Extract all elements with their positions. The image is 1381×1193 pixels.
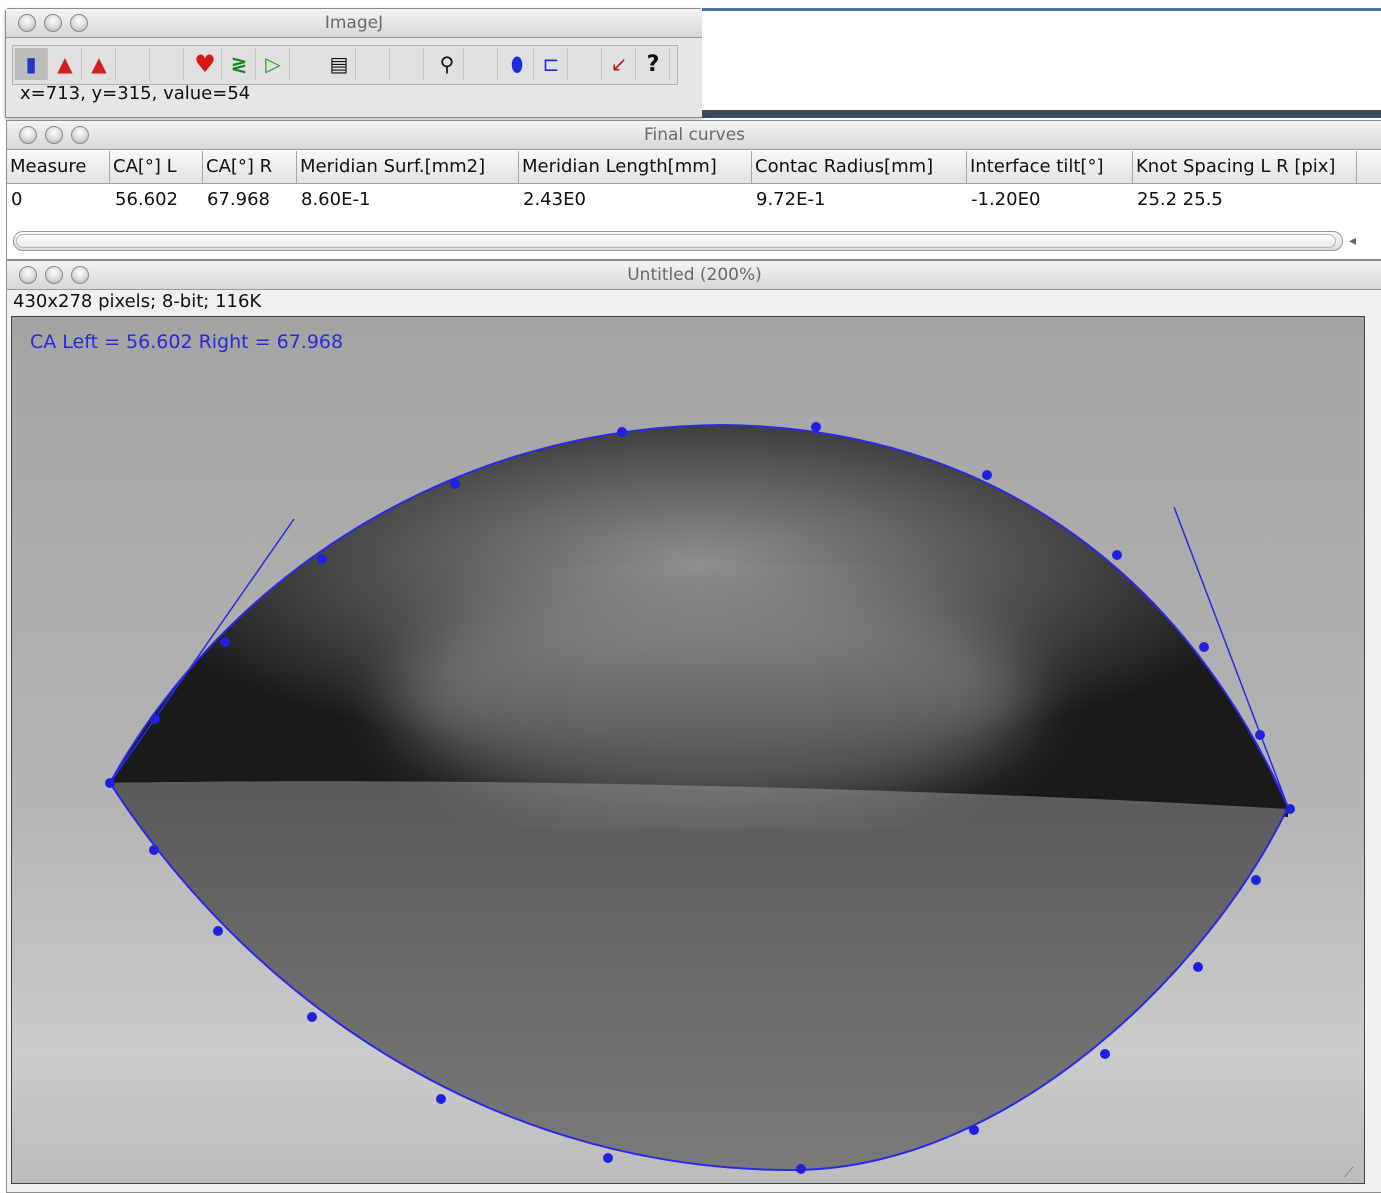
column-header[interactable]: Meridian Surf.[mm2] xyxy=(297,151,519,183)
status-line: x=713, y=315, value=54 xyxy=(20,83,251,104)
dropper-tool-icon[interactable]: ⬮ xyxy=(501,48,534,80)
table-cell: 25.2 25.5 xyxy=(1137,189,1223,210)
table-cell: 56.602 xyxy=(115,189,178,210)
minimize-button[interactable] xyxy=(45,126,63,144)
window-title: Untitled (200%) xyxy=(627,265,762,285)
close-button[interactable] xyxy=(18,14,36,32)
table-cell: 8.60E-1 xyxy=(301,189,371,210)
empty-tool-slot xyxy=(357,48,390,80)
table-cell: 2.43E0 xyxy=(523,189,586,210)
column-header[interactable]: CA[°] R xyxy=(203,151,297,183)
minimize-button[interactable] xyxy=(44,14,62,32)
play-tool-icon[interactable]: ▷ xyxy=(257,48,290,80)
imagej-window: ImageJ ▮ ▲ ▲ ♥ ≷ ▷ ▤ ⚲ ⬮ ⊏ ↙ ? x=713, y=… xyxy=(5,8,703,118)
image-window: Untitled (200%) 430x278 pixels; 8-bit; 1… xyxy=(6,260,1381,1193)
column-header[interactable]: Interface tilt[°] xyxy=(967,151,1133,183)
column-header[interactable]: Meridian Length[mm] xyxy=(519,151,752,183)
contact-angle-label: CA Left = 56.602 Right = 67.968 xyxy=(30,331,344,353)
table-row[interactable]: 0 56.602 67.968 8.60E-1 2.43E0 9.72E-1 -… xyxy=(7,185,1381,215)
close-button[interactable] xyxy=(19,266,37,284)
horizontal-scrollbar[interactable] xyxy=(13,231,1343,251)
table-cell: 0 xyxy=(11,189,23,210)
table-cell: -1.20E0 xyxy=(971,189,1041,210)
help-tool-icon[interactable]: ? xyxy=(637,48,670,80)
scroll-arrow-icon[interactable]: ◂ xyxy=(1349,233,1357,249)
desktop-background xyxy=(702,8,1381,117)
zoom-button[interactable] xyxy=(71,126,89,144)
desktop-background-strip xyxy=(702,110,1381,118)
stack-tool-icon[interactable]: ⊏ xyxy=(535,48,568,80)
column-header[interactable]: Measure xyxy=(7,151,110,183)
plugin-tool-icon[interactable]: ↙ xyxy=(603,48,636,80)
results-window: Final curves Measure CA[°] L CA[°] R Mer… xyxy=(6,120,1381,260)
imagej-titlebar[interactable]: ImageJ xyxy=(6,9,702,38)
empty-tool-slot xyxy=(569,48,602,80)
document-tool-icon[interactable]: ▤ xyxy=(323,48,356,80)
zoom-button[interactable] xyxy=(70,14,88,32)
results-titlebar[interactable]: Final curves xyxy=(7,121,1381,150)
window-title: Final curves xyxy=(643,125,746,145)
spiral-tool-icon[interactable]: ≷ xyxy=(223,48,256,80)
zoom-button[interactable] xyxy=(71,266,89,284)
rectangle-tool-icon[interactable]: ▮ xyxy=(15,48,48,80)
drop-image xyxy=(12,317,1364,1183)
resize-grip-icon[interactable]: ⟋ xyxy=(1344,1165,1354,1181)
column-header[interactable]: Contac Radius[mm] xyxy=(752,151,967,183)
close-button[interactable] xyxy=(19,126,37,144)
column-header[interactable]: Knot Spacing L R [pix] xyxy=(1133,151,1357,183)
empty-tool-slot xyxy=(391,48,424,80)
image-titlebar[interactable]: Untitled (200%) xyxy=(7,261,1381,290)
polygon-tool-icon[interactable]: ▲ xyxy=(83,48,116,80)
results-table-header: Measure CA[°] L CA[°] R Meridian Surf.[m… xyxy=(7,151,1381,184)
empty-tool-slot xyxy=(151,48,184,80)
window-title: ImageJ xyxy=(324,13,384,33)
magnifier-tool-icon[interactable]: ⚲ xyxy=(431,48,464,80)
table-cell: 9.72E-1 xyxy=(756,189,826,210)
table-cell: 67.968 xyxy=(207,189,270,210)
minimize-button[interactable] xyxy=(45,266,63,284)
image-canvas[interactable]: CA Left = 56.602 Right = 67.968 ⟋ xyxy=(11,316,1365,1184)
column-header[interactable]: CA[°] L xyxy=(110,151,203,183)
empty-tool-slot xyxy=(117,48,150,80)
imagej-toolbar: ▮ ▲ ▲ ♥ ≷ ▷ ▤ ⚲ ⬮ ⊏ ↙ ? xyxy=(12,45,678,85)
heart-tool-icon[interactable]: ♥ xyxy=(189,48,222,80)
image-info: 430x278 pixels; 8-bit; 116K xyxy=(13,291,262,312)
empty-tool-slot xyxy=(465,48,498,80)
oval-tool-icon[interactable]: ▲ xyxy=(49,48,82,80)
scrollbar-thumb[interactable] xyxy=(16,234,1336,248)
